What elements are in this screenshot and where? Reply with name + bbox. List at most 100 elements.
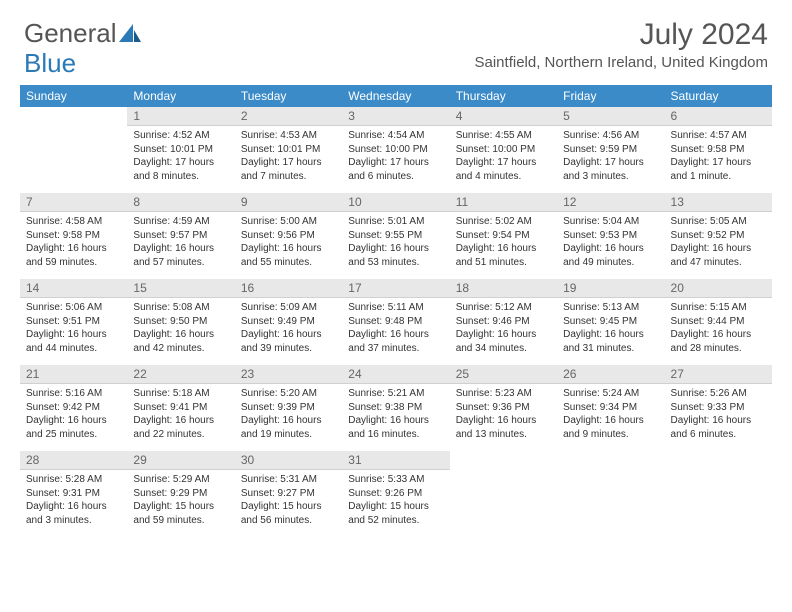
- calendar-week: 14Sunrise: 5:06 AMSunset: 9:51 PMDayligh…: [20, 279, 772, 365]
- calendar-cell: 17Sunrise: 5:11 AMSunset: 9:48 PMDayligh…: [342, 279, 449, 365]
- calendar-cell: 6Sunrise: 4:57 AMSunset: 9:58 PMDaylight…: [665, 107, 772, 193]
- day-detail: Sunrise: 5:21 AMSunset: 9:38 PMDaylight:…: [342, 384, 449, 444]
- calendar-week: 28Sunrise: 5:28 AMSunset: 9:31 PMDayligh…: [20, 451, 772, 537]
- day-header: Saturday: [665, 85, 772, 107]
- day-number: 10: [342, 193, 449, 212]
- day-number: 22: [127, 365, 234, 384]
- day-detail: Sunrise: 5:08 AMSunset: 9:50 PMDaylight:…: [127, 298, 234, 358]
- day-number: 26: [557, 365, 664, 384]
- day-number: 8: [127, 193, 234, 212]
- calendar-cell: 15Sunrise: 5:08 AMSunset: 9:50 PMDayligh…: [127, 279, 234, 365]
- calendar-cell: 14Sunrise: 5:06 AMSunset: 9:51 PMDayligh…: [20, 279, 127, 365]
- calendar-cell: 22Sunrise: 5:18 AMSunset: 9:41 PMDayligh…: [127, 365, 234, 451]
- month-title: July 2024: [475, 18, 769, 52]
- header: General July 2024 Saintfield, Northern I…: [0, 0, 792, 79]
- calendar-cell: [450, 451, 557, 537]
- day-detail: Sunrise: 4:57 AMSunset: 9:58 PMDaylight:…: [665, 126, 772, 186]
- calendar-cell: 21Sunrise: 5:16 AMSunset: 9:42 PMDayligh…: [20, 365, 127, 451]
- calendar-cell: 31Sunrise: 5:33 AMSunset: 9:26 PMDayligh…: [342, 451, 449, 537]
- day-detail: Sunrise: 5:00 AMSunset: 9:56 PMDaylight:…: [235, 212, 342, 272]
- day-number: 21: [20, 365, 127, 384]
- day-detail: Sunrise: 5:20 AMSunset: 9:39 PMDaylight:…: [235, 384, 342, 444]
- day-number: [557, 451, 664, 455]
- day-detail: Sunrise: 5:16 AMSunset: 9:42 PMDaylight:…: [20, 384, 127, 444]
- location: Saintfield, Northern Ireland, United Kin…: [475, 54, 769, 71]
- day-number: 1: [127, 107, 234, 126]
- day-number: 4: [450, 107, 557, 126]
- day-detail: Sunrise: 5:06 AMSunset: 9:51 PMDaylight:…: [20, 298, 127, 358]
- calendar-cell: 23Sunrise: 5:20 AMSunset: 9:39 PMDayligh…: [235, 365, 342, 451]
- day-number: 7: [20, 193, 127, 212]
- calendar-week: 1Sunrise: 4:52 AMSunset: 10:01 PMDayligh…: [20, 107, 772, 193]
- day-detail: Sunrise: 5:18 AMSunset: 9:41 PMDaylight:…: [127, 384, 234, 444]
- calendar-cell: 28Sunrise: 5:28 AMSunset: 9:31 PMDayligh…: [20, 451, 127, 537]
- calendar-cell: 5Sunrise: 4:56 AMSunset: 9:59 PMDaylight…: [557, 107, 664, 193]
- calendar-cell: 3Sunrise: 4:54 AMSunset: 10:00 PMDayligh…: [342, 107, 449, 193]
- calendar-body: 1Sunrise: 4:52 AMSunset: 10:01 PMDayligh…: [20, 107, 772, 537]
- calendar-cell: 24Sunrise: 5:21 AMSunset: 9:38 PMDayligh…: [342, 365, 449, 451]
- calendar-cell: 16Sunrise: 5:09 AMSunset: 9:49 PMDayligh…: [235, 279, 342, 365]
- calendar-cell: 29Sunrise: 5:29 AMSunset: 9:29 PMDayligh…: [127, 451, 234, 537]
- calendar-cell: 27Sunrise: 5:26 AMSunset: 9:33 PMDayligh…: [665, 365, 772, 451]
- calendar-cell: 7Sunrise: 4:58 AMSunset: 9:58 PMDaylight…: [20, 193, 127, 279]
- day-number: 23: [235, 365, 342, 384]
- day-detail: Sunrise: 5:33 AMSunset: 9:26 PMDaylight:…: [342, 470, 449, 530]
- day-number: 16: [235, 279, 342, 298]
- day-detail: Sunrise: 5:02 AMSunset: 9:54 PMDaylight:…: [450, 212, 557, 272]
- day-number: 24: [342, 365, 449, 384]
- day-detail: Sunrise: 4:59 AMSunset: 9:57 PMDaylight:…: [127, 212, 234, 272]
- day-header: Monday: [127, 85, 234, 107]
- calendar-cell: 19Sunrise: 5:13 AMSunset: 9:45 PMDayligh…: [557, 279, 664, 365]
- calendar-cell: [665, 451, 772, 537]
- day-number: 3: [342, 107, 449, 126]
- day-number: 6: [665, 107, 772, 126]
- logo-sail-icon: [119, 24, 141, 44]
- calendar-cell: 2Sunrise: 4:53 AMSunset: 10:01 PMDayligh…: [235, 107, 342, 193]
- calendar-week: 21Sunrise: 5:16 AMSunset: 9:42 PMDayligh…: [20, 365, 772, 451]
- logo-text-2: Blue: [24, 48, 76, 79]
- calendar-cell: 1Sunrise: 4:52 AMSunset: 10:01 PMDayligh…: [127, 107, 234, 193]
- day-number: 18: [450, 279, 557, 298]
- day-number: 15: [127, 279, 234, 298]
- day-number: 28: [20, 451, 127, 470]
- day-number: 20: [665, 279, 772, 298]
- day-detail: Sunrise: 4:52 AMSunset: 10:01 PMDaylight…: [127, 126, 234, 186]
- calendar-cell: 18Sunrise: 5:12 AMSunset: 9:46 PMDayligh…: [450, 279, 557, 365]
- day-detail: Sunrise: 5:31 AMSunset: 9:27 PMDaylight:…: [235, 470, 342, 530]
- day-detail: Sunrise: 5:01 AMSunset: 9:55 PMDaylight:…: [342, 212, 449, 272]
- day-number: 19: [557, 279, 664, 298]
- day-detail: Sunrise: 4:56 AMSunset: 9:59 PMDaylight:…: [557, 126, 664, 186]
- day-header: Tuesday: [235, 85, 342, 107]
- day-detail: Sunrise: 5:24 AMSunset: 9:34 PMDaylight:…: [557, 384, 664, 444]
- day-detail: Sunrise: 4:53 AMSunset: 10:01 PMDaylight…: [235, 126, 342, 186]
- day-detail: Sunrise: 5:04 AMSunset: 9:53 PMDaylight:…: [557, 212, 664, 272]
- day-detail: Sunrise: 4:58 AMSunset: 9:58 PMDaylight:…: [20, 212, 127, 272]
- day-header: Friday: [557, 85, 664, 107]
- calendar-cell: 11Sunrise: 5:02 AMSunset: 9:54 PMDayligh…: [450, 193, 557, 279]
- day-number: 25: [450, 365, 557, 384]
- calendar-cell: 13Sunrise: 5:05 AMSunset: 9:52 PMDayligh…: [665, 193, 772, 279]
- day-number: 9: [235, 193, 342, 212]
- calendar-cell: 12Sunrise: 5:04 AMSunset: 9:53 PMDayligh…: [557, 193, 664, 279]
- day-number: 5: [557, 107, 664, 126]
- calendar-cell: 20Sunrise: 5:15 AMSunset: 9:44 PMDayligh…: [665, 279, 772, 365]
- day-number: 14: [20, 279, 127, 298]
- day-detail: Sunrise: 5:15 AMSunset: 9:44 PMDaylight:…: [665, 298, 772, 358]
- day-detail: Sunrise: 5:28 AMSunset: 9:31 PMDaylight:…: [20, 470, 127, 530]
- day-detail: Sunrise: 5:29 AMSunset: 9:29 PMDaylight:…: [127, 470, 234, 530]
- day-number: [450, 451, 557, 455]
- day-number: 11: [450, 193, 557, 212]
- day-number: 2: [235, 107, 342, 126]
- calendar-cell: 25Sunrise: 5:23 AMSunset: 9:36 PMDayligh…: [450, 365, 557, 451]
- day-header: Thursday: [450, 85, 557, 107]
- day-number: 29: [127, 451, 234, 470]
- day-detail: Sunrise: 5:13 AMSunset: 9:45 PMDaylight:…: [557, 298, 664, 358]
- title-block: July 2024 Saintfield, Northern Ireland, …: [475, 18, 769, 71]
- day-detail: Sunrise: 5:23 AMSunset: 9:36 PMDaylight:…: [450, 384, 557, 444]
- calendar-table: SundayMondayTuesdayWednesdayThursdayFrid…: [20, 85, 772, 537]
- calendar-cell: [557, 451, 664, 537]
- day-header: Wednesday: [342, 85, 449, 107]
- day-detail: Sunrise: 5:05 AMSunset: 9:52 PMDaylight:…: [665, 212, 772, 272]
- logo: General: [24, 18, 141, 49]
- day-detail: Sunrise: 4:55 AMSunset: 10:00 PMDaylight…: [450, 126, 557, 186]
